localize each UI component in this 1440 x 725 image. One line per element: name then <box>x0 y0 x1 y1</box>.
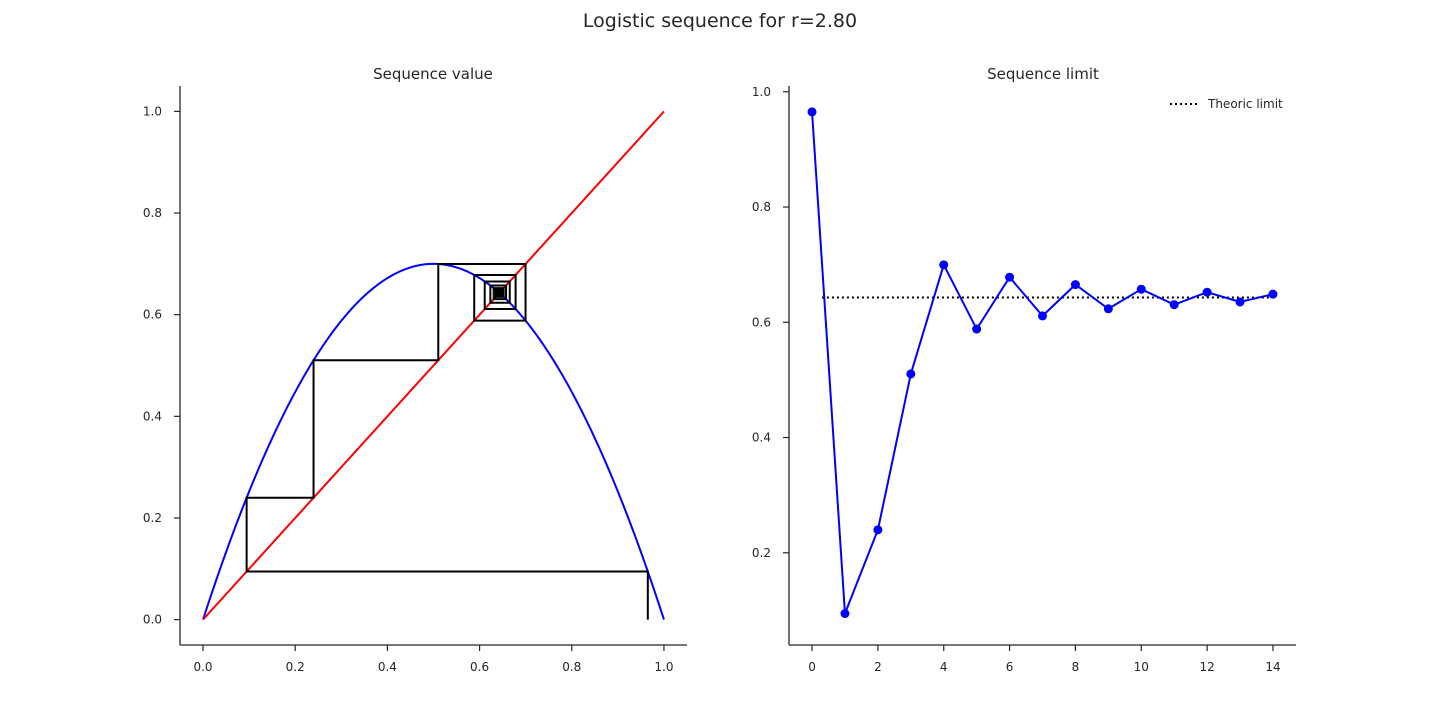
sequence-point <box>1136 284 1146 294</box>
sequence-point <box>1103 304 1113 314</box>
sequence-point <box>873 525 883 535</box>
sequence-point <box>1038 311 1047 321</box>
sequence-point <box>906 369 916 379</box>
sequence-point <box>972 324 982 334</box>
panel-sequence-limit: Sequence limit 0 2 4 6 8 10 12 14 0.2 0.4 0.6 0.8 1.… <box>752 65 1296 674</box>
figure-title: Logistic sequence for r=2.80 <box>582 10 858 32</box>
sequence-point <box>807 107 817 117</box>
y-tick-label: 1.0 <box>143 104 162 118</box>
x-tick-label: 12 <box>1199 660 1214 674</box>
x-tick-label: 4 <box>940 660 948 674</box>
x-tick-label: 0.0 <box>193 660 212 674</box>
x-tick-label: 0.8 <box>562 660 581 674</box>
y-tick-label: 0.2 <box>143 511 162 525</box>
logistic-map-curve <box>202 262 665 620</box>
y-tick-label: 0.8 <box>143 206 162 220</box>
panel-title-sequence-value: Sequence value <box>373 65 493 83</box>
identity-line <box>202 110 665 621</box>
sequence-point <box>939 260 949 270</box>
sequence-point <box>1268 289 1278 299</box>
x-tick-label: 14 <box>1265 660 1280 674</box>
y-tick-label: 0.4 <box>143 409 162 423</box>
panel-title-sequence-limit: Sequence limit <box>987 65 1099 83</box>
x-tick-label: 6 <box>1006 660 1014 674</box>
x-tick-label: 0.2 <box>286 660 305 674</box>
x-tick-label: 0 <box>808 660 816 674</box>
x-tick-label: 0.6 <box>470 660 489 674</box>
y-tick-label: 0.8 <box>752 200 771 214</box>
panel-sequence-value: Sequence value 0.0 0.2 0.4 0.6 0.8 1.0 0.0 0.2 0… <box>143 65 687 674</box>
x-tick-label: 10 <box>1134 660 1149 674</box>
x-tick-label: 8 <box>1072 660 1080 674</box>
y-tick-label: 0.6 <box>752 315 771 329</box>
y-tick-label: 0.2 <box>752 546 771 560</box>
y-tick-label: 0.4 <box>752 431 771 445</box>
x-tick-label: 0.4 <box>378 660 397 674</box>
sequence-point <box>1169 300 1179 310</box>
cobweb-path <box>245 263 649 620</box>
sequence-point <box>1235 297 1245 307</box>
legend-label-theoric-limit: Theoric limit <box>1207 97 1283 111</box>
y-tick-label: 0.6 <box>143 308 162 322</box>
sequence-point <box>1202 287 1212 297</box>
x-tick-label: 1.0 <box>654 660 673 674</box>
x-tick-label: 2 <box>874 660 882 674</box>
legend: Theoric limit <box>1170 97 1283 111</box>
sequence-point <box>1005 272 1015 282</box>
y-tick-label: 0.0 <box>143 613 162 627</box>
sequence-point <box>1070 280 1080 290</box>
y-tick-label: 1.0 <box>752 85 771 99</box>
sequence-line <box>811 111 1274 614</box>
sequence-point <box>840 609 850 619</box>
